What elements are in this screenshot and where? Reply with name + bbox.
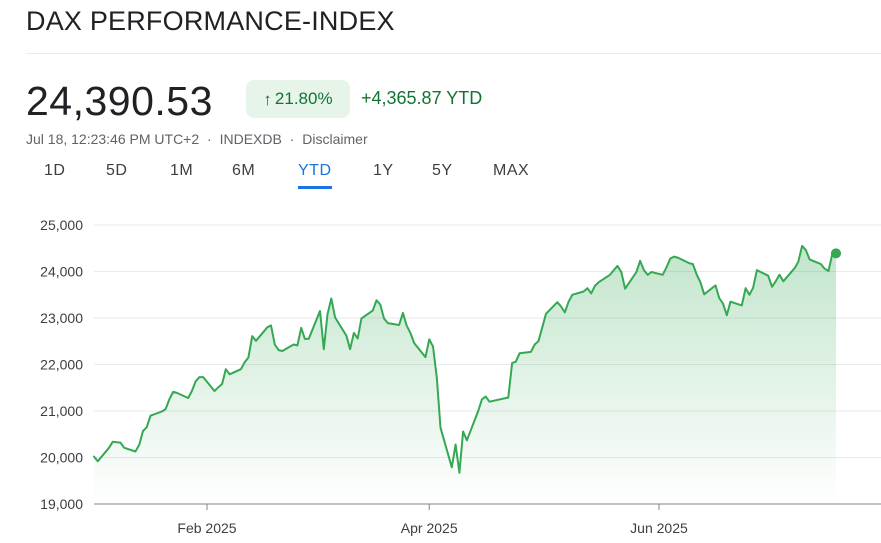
meta-separator: · — [289, 131, 295, 147]
y-axis-labels: 19,000 20,000 21,000 22,000 23,000 24,000 25,0… — [40, 217, 83, 512]
tab-max[interactable]: MAX — [493, 162, 530, 179]
disclaimer-link[interactable]: Disclaimer — [302, 131, 368, 147]
price-chart[interactable]: 19,000 20,000 21,000 22,000 23,000 24,000 25,0… — [0, 205, 881, 543]
y-tick-label: 21,000 — [40, 403, 83, 419]
y-tick-label: 23,000 — [40, 310, 83, 326]
y-tick-label: 22,000 — [40, 357, 83, 373]
tab-5y[interactable]: 5Y — [432, 162, 453, 179]
tab-1d[interactable]: 1D — [44, 162, 66, 179]
change-absolute: +4,365.87 YTD — [361, 88, 483, 108]
tab-ytd[interactable]: YTD — [298, 162, 332, 189]
meta-separator: · — [207, 131, 212, 147]
header-divider — [26, 53, 881, 54]
x-tick-label: Jun 2025 — [630, 520, 688, 536]
change-percent-badge: ↑ 21.80% — [246, 80, 350, 118]
y-tick-label: 20,000 — [40, 450, 83, 466]
y-tick-label: 25,000 — [40, 217, 83, 233]
tab-6m[interactable]: 6M — [232, 162, 256, 179]
last-price-marker — [831, 248, 841, 259]
y-tick-label: 24,000 — [40, 264, 83, 280]
quote-meta: Jul 18, 12:23:46 PM UTC+2 · INDEXDB · Di… — [26, 131, 368, 147]
tab-1m[interactable]: 1M — [170, 162, 194, 179]
current-price: 24,390.53 — [26, 78, 213, 124]
tab-1y[interactable]: 1Y — [373, 162, 394, 179]
tab-5d[interactable]: 5D — [106, 162, 128, 179]
area-fill — [94, 245, 836, 504]
arrow-up-icon: ↑ — [263, 89, 272, 109]
price-line — [93, 244, 837, 474]
timestamp: Jul 18, 12:23:46 PM UTC+2 — [26, 131, 200, 147]
change-percent: 21.80% — [274, 89, 333, 108]
page-title: DAX PERFORMANCE-INDEX — [26, 6, 395, 36]
x-axis-labels: Feb 2025 Apr 2025 Jun 2025 — [177, 504, 688, 536]
x-tick-label: Apr 2025 — [401, 520, 458, 536]
exchange-name: INDEXDB — [219, 131, 282, 147]
y-tick-label: 19,000 — [40, 496, 83, 512]
x-tick-label: Feb 2025 — [177, 520, 236, 536]
